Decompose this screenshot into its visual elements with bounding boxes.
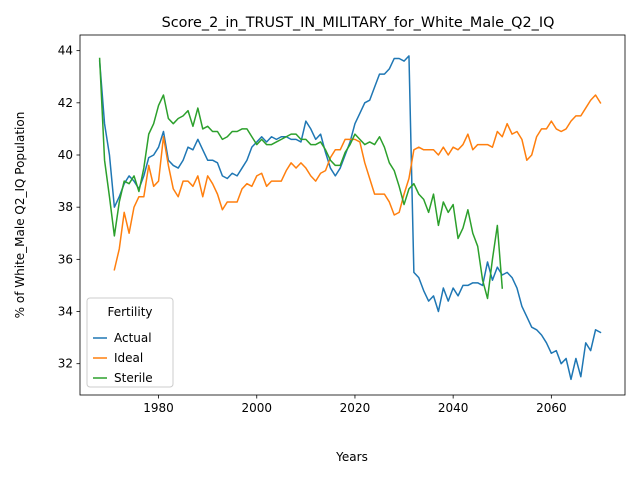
legend: Fertility Actual Ideal Sterile [86, 297, 174, 388]
y-tick-label: 38 [58, 200, 73, 214]
series-line-actual [98, 55, 602, 381]
y-tick-label: 42 [58, 96, 73, 110]
plot-frame [79, 34, 626, 396]
y-tick-label: 40 [58, 148, 73, 162]
series-lines [98, 55, 602, 381]
y-axis-ticks: 32 34 36 38 40 42 44 [58, 44, 80, 371]
x-tick-label: 1980 [143, 401, 174, 415]
x-tick-label: 2040 [438, 401, 469, 415]
x-tick-label: 2000 [241, 401, 272, 415]
plot-area [79, 34, 626, 396]
legend-label-sterile: Sterile [114, 371, 153, 385]
x-tick-label: 2060 [536, 401, 567, 415]
legend-label-ideal: Ideal [114, 351, 143, 365]
x-axis-title: Years [335, 450, 368, 464]
y-axis-title: % of White_Male Q2_IQ Population [13, 112, 27, 319]
legend-box [86, 297, 174, 388]
legend-title: Fertility [107, 305, 152, 319]
chart-title: Score_2_in_TRUST_IN_MILITARY_for_White_M… [162, 15, 555, 31]
y-tick-label: 36 [58, 252, 73, 266]
y-tick-label: 32 [58, 357, 73, 371]
x-axis-ticks: 1980 2000 2020 2040 2060 [143, 395, 567, 415]
series-line-ideal [113, 94, 602, 271]
x-tick-label: 2020 [340, 401, 371, 415]
y-tick-label: 34 [58, 305, 73, 319]
legend-label-actual: Actual [114, 331, 152, 345]
legend-items: Actual Ideal Sterile [93, 331, 153, 385]
y-tick-label: 44 [58, 44, 73, 58]
series-line-sterile [98, 57, 504, 300]
